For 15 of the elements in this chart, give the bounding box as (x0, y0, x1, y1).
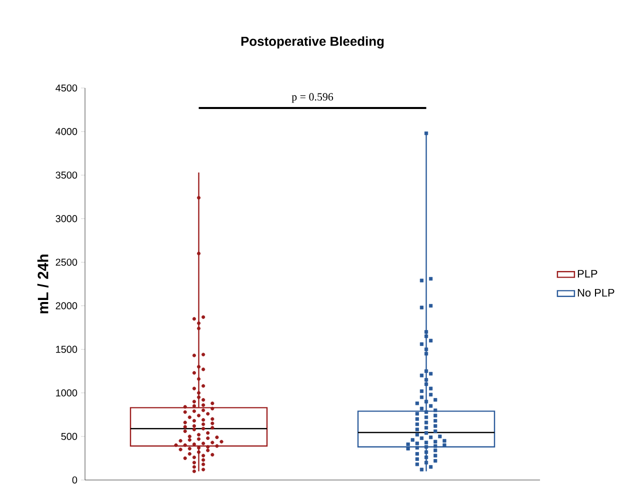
y-axis-title: mL / 24h (37, 254, 48, 314)
chart-title: Postoperative Bleeding (241, 36, 384, 49)
y-tick-label: 4000 (56, 128, 78, 136)
annotation: p = 0.596 (292, 93, 334, 103)
legend-label: No PLP (578, 289, 614, 297)
y-tick-label: 4500 (56, 84, 78, 92)
y-tick-label: 1500 (56, 346, 78, 353)
y-tick-label: 3500 (56, 172, 78, 179)
y-tick-label: 2000 (56, 302, 78, 310)
y-tick-label: 2500 (56, 258, 78, 266)
y-tick-label: 500 (61, 432, 78, 440)
legend-label: PLP (578, 270, 598, 278)
y-tick-label: 3000 (56, 215, 78, 222)
y-tick-label: 0 (72, 476, 78, 484)
y-tick-label: 1000 (56, 389, 78, 396)
